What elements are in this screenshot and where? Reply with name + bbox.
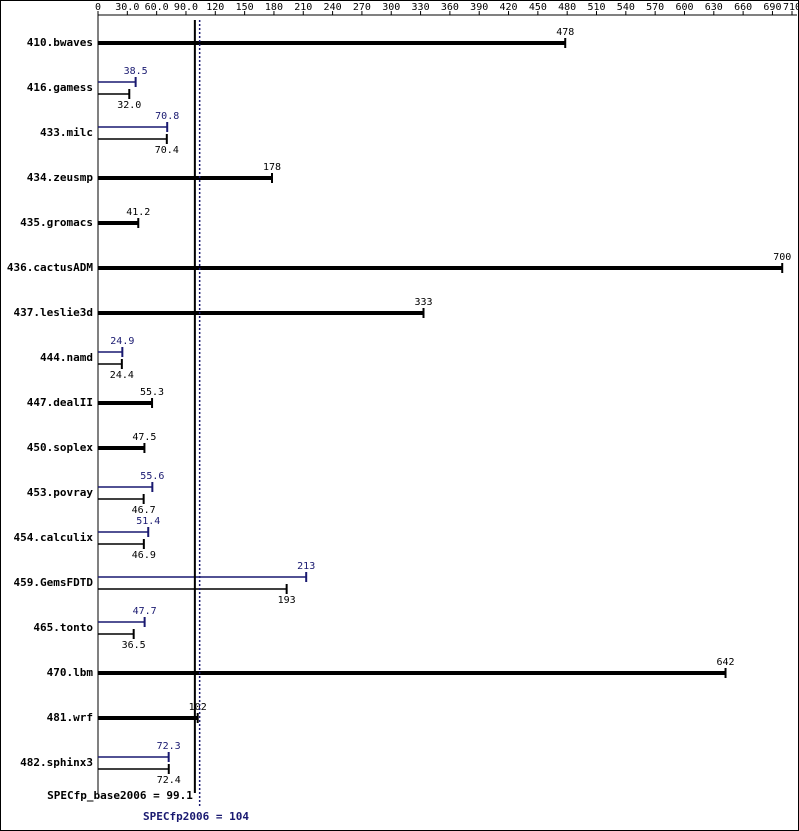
x-tick-label: 630: [705, 2, 723, 13]
x-tick-label: 510: [587, 2, 605, 13]
x-tick-label: 30.0: [115, 2, 139, 13]
category-label: 435.gromacs: [20, 216, 93, 229]
value-label: 72.3: [157, 741, 181, 752]
x-tick-label: 150: [236, 2, 254, 13]
value-label: 70.8: [155, 111, 179, 122]
category-label: 481.wrf: [47, 711, 93, 724]
category-label: 447.dealII: [27, 396, 93, 409]
summary-label: SPECfp2006 = 104: [143, 810, 249, 823]
value-label: 46.7: [132, 505, 156, 516]
value-label: 700: [773, 252, 791, 263]
category-label: 465.tonto: [33, 621, 93, 634]
value-label: 102: [189, 702, 207, 713]
summary-label: SPECfp_base2006 = 99.1: [47, 789, 193, 802]
x-tick-label: 540: [617, 2, 635, 13]
x-tick-label: 360: [441, 2, 459, 13]
x-tick-label: 710: [783, 2, 799, 13]
category-label: 454.calculix: [14, 531, 94, 544]
x-tick-label: 240: [324, 2, 342, 13]
x-tick-label: 300: [382, 2, 400, 13]
category-label: 416.gamess: [27, 81, 93, 94]
category-label: 436.cactusADM: [7, 261, 93, 274]
value-label: 478: [556, 27, 574, 38]
category-label: 453.povray: [27, 486, 94, 499]
category-label: 459.GemsFDTD: [14, 576, 94, 589]
x-tick-label: 90.0: [174, 2, 198, 13]
value-label: 46.9: [132, 550, 156, 561]
value-label: 41.2: [126, 207, 150, 218]
x-tick-label: 570: [646, 2, 664, 13]
value-label: 47.5: [132, 432, 156, 443]
x-tick-label: 270: [353, 2, 371, 13]
value-label: 72.4: [157, 775, 181, 786]
category-label: 482.sphinx3: [20, 756, 93, 769]
category-label: 410.bwaves: [27, 36, 93, 49]
value-label: 70.4: [155, 145, 179, 156]
category-label: 450.soplex: [27, 441, 94, 454]
value-label: 642: [717, 657, 735, 668]
category-label: 433.milc: [40, 126, 93, 139]
x-tick-label: 600: [675, 2, 693, 13]
x-tick-label: 480: [558, 2, 576, 13]
value-label: 55.6: [140, 471, 164, 482]
value-label: 51.4: [136, 516, 160, 527]
value-label: 24.4: [110, 370, 134, 381]
value-label: 24.9: [110, 336, 134, 347]
x-tick-label: 660: [734, 2, 752, 13]
category-label: 434.zeusmp: [27, 171, 94, 184]
x-tick-label: 120: [206, 2, 224, 13]
value-label: 178: [263, 162, 281, 173]
value-label: 36.5: [122, 640, 146, 651]
x-tick-label: 390: [470, 2, 488, 13]
x-tick-label: 330: [412, 2, 430, 13]
category-label: 470.lbm: [47, 666, 94, 679]
x-tick-label: 450: [529, 2, 547, 13]
value-label: 55.3: [140, 387, 164, 398]
category-label: 437.leslie3d: [14, 306, 93, 319]
value-label: 38.5: [124, 66, 148, 77]
value-label: 47.7: [133, 606, 157, 617]
x-tick-label: 210: [294, 2, 312, 13]
x-tick-label: 60.0: [145, 2, 169, 13]
x-tick-label: 180: [265, 2, 283, 13]
category-label: 444.namd: [40, 351, 93, 364]
x-tick-label: 0: [95, 2, 101, 13]
x-tick-label: 690: [763, 2, 781, 13]
value-label: 193: [278, 595, 296, 606]
x-tick-label: 420: [500, 2, 518, 13]
value-label: 32.0: [117, 100, 141, 111]
value-label: 333: [414, 297, 432, 308]
value-label: 213: [297, 561, 315, 572]
